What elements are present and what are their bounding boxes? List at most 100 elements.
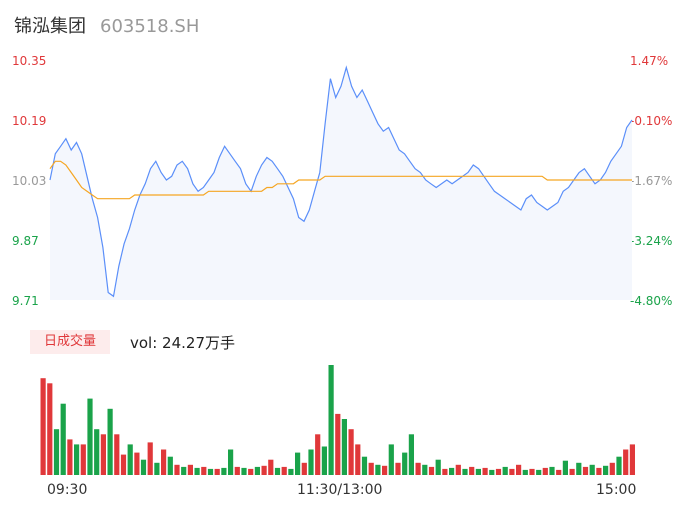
volume-bar <box>147 442 153 475</box>
volume-bar <box>589 464 595 475</box>
volume-bar <box>542 467 548 475</box>
y-label-left-3: 9.87 <box>12 234 39 248</box>
volume-bar <box>556 469 562 475</box>
volume-bar <box>509 468 515 475</box>
volume-bar <box>449 467 455 475</box>
y-label-left-0: 10.35 <box>12 54 47 68</box>
volume-bar <box>301 462 307 475</box>
volume-bar <box>382 465 388 475</box>
volume-bar <box>207 468 214 475</box>
volume-bar <box>181 466 187 475</box>
volume-bar <box>87 398 93 475</box>
volume-text: vol: 24.27万手 <box>130 334 235 352</box>
volume-bar <box>549 466 555 475</box>
x-label-midday: 11:30/13:00 <box>297 482 383 498</box>
volume-bar <box>435 459 441 475</box>
volume-bar <box>475 468 481 475</box>
volume-bar <box>402 452 408 475</box>
y-label-right-0: 1.47% <box>630 54 669 68</box>
volume-bar <box>616 456 622 475</box>
average-line <box>49 160 632 200</box>
volume-bar <box>53 429 60 475</box>
volume-bar <box>288 468 294 475</box>
volume-bar <box>576 462 582 475</box>
volume-bar <box>74 444 80 475</box>
volume-bar <box>562 460 568 475</box>
volume-bar <box>596 467 602 475</box>
volume-bar <box>315 434 321 475</box>
volume-bar <box>107 408 113 475</box>
volume-bar <box>241 467 247 475</box>
volume-bar <box>328 365 334 475</box>
volume-bar <box>529 468 535 475</box>
volume-bar <box>187 464 193 475</box>
volume-bar <box>308 449 314 475</box>
volume-bar <box>321 446 327 475</box>
x-label-close: 15:00 <box>596 482 637 498</box>
volume-bar <box>127 444 133 475</box>
stock-name: 锦泓集团 <box>14 16 86 37</box>
volume-bar <box>60 403 66 475</box>
volume-bar <box>348 429 354 475</box>
volume-bar <box>415 462 421 475</box>
volume-bar <box>214 468 220 475</box>
volume-badge: 日成交量 <box>30 330 110 354</box>
volume-bar <box>335 413 341 475</box>
volume-bar <box>154 462 160 475</box>
volume-bar <box>268 459 274 475</box>
volume-bar <box>234 466 240 475</box>
volume-bar <box>341 419 347 475</box>
volume-bar <box>482 467 488 475</box>
y-label-right-4: -4.80% <box>630 294 673 308</box>
y-label-right-2: -1.67% <box>630 174 673 188</box>
volume-bar <box>469 466 475 475</box>
y-label-left-4: 9.71 <box>12 294 39 308</box>
volume-bar <box>67 439 73 475</box>
volume-bar <box>395 462 401 475</box>
y-label-right-1: -0.10% <box>630 114 673 128</box>
volume-bar <box>495 468 502 475</box>
volume-bar <box>455 464 461 475</box>
volume-bar <box>248 468 254 475</box>
volume-bar <box>194 467 200 475</box>
stock-code: 603518.SH <box>100 16 200 37</box>
volume-bar <box>569 468 575 475</box>
volume-bar <box>201 466 207 475</box>
volume-bar <box>603 465 609 475</box>
volume-bar <box>408 434 414 475</box>
volume-bar <box>516 464 522 475</box>
volume-bar <box>355 444 361 475</box>
volume-bar <box>368 462 374 475</box>
x-label-open: 09:30 <box>47 482 88 498</box>
volume-bar <box>295 452 301 475</box>
volume-bar <box>442 468 448 475</box>
y-label-left-1: 10.19 <box>12 114 47 128</box>
volume-bar <box>228 449 234 475</box>
volume-bar <box>609 462 615 475</box>
volume-bar <box>281 466 287 475</box>
volume-bar <box>536 469 542 475</box>
volume-bar <box>261 465 267 475</box>
price-area <box>50 67 632 300</box>
volume-bar <box>80 444 86 475</box>
volume-bar <box>462 468 468 475</box>
volume-bar <box>254 466 260 475</box>
volume-bar <box>167 456 173 475</box>
volume-bar <box>522 469 528 475</box>
y-label-right-3: -3.24% <box>630 234 673 248</box>
volume-bar <box>582 466 589 475</box>
price-line <box>49 65 633 298</box>
stock-header: 锦泓集团 603518.SH <box>14 12 199 38</box>
volume-bar <box>274 467 281 475</box>
volume-bar <box>40 378 46 475</box>
volume-bar <box>174 464 180 475</box>
volume-bar <box>161 449 167 475</box>
volume-bar <box>428 466 435 475</box>
y-label-left-2: 10.03 <box>12 174 47 188</box>
volume-bar <box>134 452 140 475</box>
volume-bar <box>623 449 629 475</box>
volume-bar <box>114 434 120 475</box>
volume-bar <box>120 454 127 475</box>
volume-bar <box>361 456 368 475</box>
